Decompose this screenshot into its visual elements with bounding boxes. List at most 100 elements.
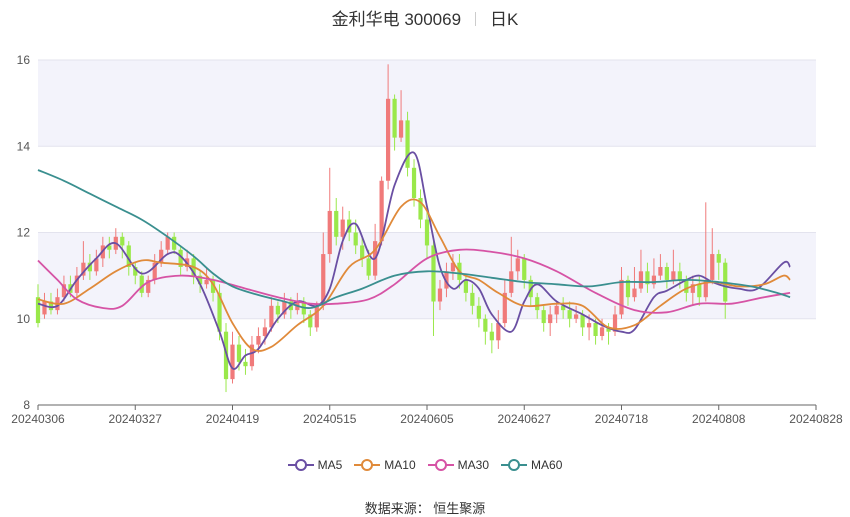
candle-body xyxy=(385,98,391,181)
candle-body xyxy=(411,167,417,198)
candle-body xyxy=(690,284,695,293)
legend-marker-icon xyxy=(427,459,454,471)
x-tick-label: 20240808 xyxy=(692,412,746,426)
candle-body xyxy=(580,314,585,328)
candle-body xyxy=(697,284,702,298)
candle-body xyxy=(496,323,501,341)
candle-body xyxy=(366,258,371,276)
candle-body xyxy=(574,314,579,319)
candle-body xyxy=(269,305,274,328)
candle-body xyxy=(230,344,235,380)
candle-body xyxy=(684,279,689,293)
candle-body xyxy=(541,310,546,324)
candle-body xyxy=(87,262,92,272)
candle-body xyxy=(126,245,131,267)
grid-band xyxy=(38,60,816,147)
candle-body xyxy=(165,236,170,250)
candle-body xyxy=(437,288,443,302)
x-tick-label: 20240627 xyxy=(498,412,552,426)
candle-body xyxy=(178,249,183,267)
candle-body xyxy=(405,120,410,168)
candle-body xyxy=(502,292,507,324)
y-tick-label: 8 xyxy=(23,398,30,412)
candle-body xyxy=(139,275,144,293)
candle-body xyxy=(172,236,177,250)
legend-marker-icon xyxy=(287,459,314,471)
candle-body xyxy=(81,262,86,276)
candle-body xyxy=(353,232,358,246)
y-tick-label: 12 xyxy=(17,226,31,240)
legend-item-ma5[interactable]: MA5 xyxy=(287,458,342,472)
candle-body xyxy=(606,327,611,332)
candle-body xyxy=(645,271,650,285)
legend-label: MA30 xyxy=(457,458,490,472)
candle-body xyxy=(152,262,157,280)
candle-body xyxy=(133,267,138,276)
candle-body xyxy=(483,318,488,332)
candle-body xyxy=(658,267,663,276)
ma-line-ma60 xyxy=(37,169,791,309)
candle-body xyxy=(535,297,540,311)
x-tick-label: 20240419 xyxy=(206,412,260,426)
candle-body xyxy=(74,275,80,293)
candle-body xyxy=(599,327,605,336)
candle-body xyxy=(444,271,449,289)
candle-body xyxy=(671,271,676,280)
candle-body xyxy=(360,245,365,259)
x-tick-label: 20240515 xyxy=(303,412,357,426)
candle-body xyxy=(470,292,475,306)
legend-marker-icon xyxy=(501,459,528,471)
candle-body xyxy=(638,271,644,289)
candle-body xyxy=(308,314,313,328)
y-tick-label: 10 xyxy=(17,312,31,326)
candle-body xyxy=(392,98,397,138)
period-label: 日K xyxy=(490,10,519,29)
candle-body xyxy=(398,120,404,138)
candle-body xyxy=(321,254,326,306)
x-tick-label: 20240605 xyxy=(400,412,454,426)
x-axis: 20240306 20240327 20240419 20240515 20240605… xyxy=(11,404,843,426)
candle-body xyxy=(450,262,456,272)
candle-body xyxy=(625,279,631,298)
candle-body xyxy=(522,258,527,280)
candle-body xyxy=(664,267,669,280)
candle-body xyxy=(243,361,248,367)
candle-body xyxy=(314,305,319,328)
candle-body xyxy=(379,180,384,242)
legend-item-ma30[interactable]: MA30 xyxy=(427,458,490,472)
candle-body xyxy=(61,284,67,298)
candle-body xyxy=(703,279,708,298)
candle-body xyxy=(197,275,203,285)
candle-body xyxy=(204,279,209,285)
candle-body xyxy=(554,305,559,315)
candle-body xyxy=(612,314,618,332)
candle-body xyxy=(710,254,715,280)
candle-body xyxy=(716,254,721,263)
stock-name: 金利华电 300069 xyxy=(331,10,462,29)
chart-title: 金利华电 300069 日K xyxy=(0,5,850,30)
candle-body xyxy=(418,198,423,220)
ma-lines-layer xyxy=(37,151,791,370)
candle-body xyxy=(424,219,430,246)
candle-body xyxy=(42,301,47,315)
candle-body xyxy=(340,219,345,237)
candle-body xyxy=(476,305,481,319)
candle-body xyxy=(120,236,125,246)
candle-body xyxy=(463,279,469,293)
x-tick-label: 20240306 xyxy=(11,412,65,426)
candle-body xyxy=(509,271,514,293)
candle-body xyxy=(561,305,566,311)
x-tick-label: 20240828 xyxy=(789,412,843,426)
candle-body xyxy=(548,314,553,324)
legend-item-ma60[interactable]: MA60 xyxy=(501,458,562,472)
legend: MA5 MA10 MA30 MA60 xyxy=(0,458,850,472)
y-axis: 8 10 12 14 16 xyxy=(17,53,31,412)
ma-line-ma5 xyxy=(37,151,791,370)
legend-label: MA10 xyxy=(384,458,416,472)
candle-body xyxy=(48,301,54,311)
candle-body xyxy=(567,310,572,319)
legend-item-ma10[interactable]: MA10 xyxy=(354,458,416,472)
data-source: 数据来源： 恒生聚源 xyxy=(364,501,486,516)
candle-body xyxy=(262,327,268,336)
candle-body xyxy=(275,305,280,315)
